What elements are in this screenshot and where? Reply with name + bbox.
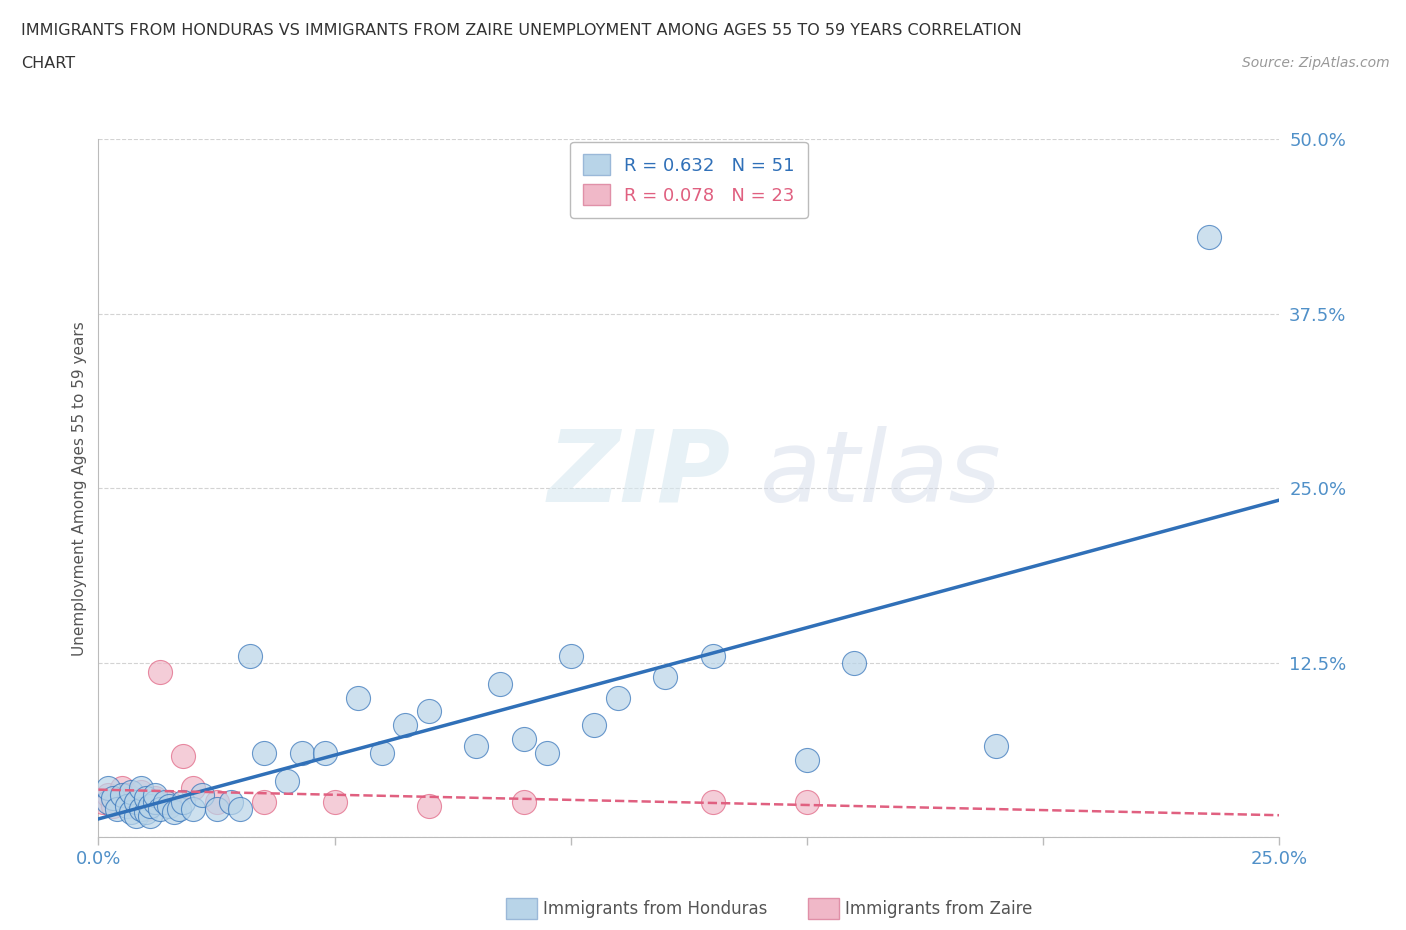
Point bbox=[536, 746, 558, 761]
Point bbox=[347, 690, 370, 705]
Text: CHART: CHART bbox=[21, 56, 75, 71]
Point bbox=[129, 785, 152, 800]
Point bbox=[143, 794, 166, 809]
Point bbox=[91, 794, 114, 809]
Text: ZIP: ZIP bbox=[547, 426, 730, 523]
Point bbox=[181, 802, 204, 817]
Point bbox=[191, 788, 214, 803]
Point bbox=[101, 790, 124, 805]
Text: Immigrants from Honduras: Immigrants from Honduras bbox=[543, 899, 768, 918]
Text: IMMIGRANTS FROM HONDURAS VS IMMIGRANTS FROM ZAIRE UNEMPLOYMENT AMONG AGES 55 TO : IMMIGRANTS FROM HONDURAS VS IMMIGRANTS F… bbox=[21, 23, 1022, 38]
Point bbox=[702, 648, 724, 663]
Point bbox=[129, 802, 152, 817]
Point bbox=[111, 788, 134, 803]
Legend: R = 0.632   N = 51, R = 0.078   N = 23: R = 0.632 N = 51, R = 0.078 N = 23 bbox=[571, 141, 807, 218]
Point bbox=[1198, 230, 1220, 245]
Point bbox=[121, 785, 143, 800]
Y-axis label: Unemployment Among Ages 55 to 59 years: Unemployment Among Ages 55 to 59 years bbox=[72, 321, 87, 656]
Point bbox=[796, 753, 818, 768]
Point bbox=[115, 788, 138, 803]
Point bbox=[702, 794, 724, 809]
Point bbox=[111, 781, 134, 796]
Point bbox=[205, 794, 228, 809]
Point bbox=[157, 794, 180, 809]
Point bbox=[135, 802, 157, 817]
Text: Source: ZipAtlas.com: Source: ZipAtlas.com bbox=[1241, 56, 1389, 70]
Point bbox=[149, 802, 172, 817]
Text: Immigrants from Zaire: Immigrants from Zaire bbox=[845, 899, 1032, 918]
Point bbox=[167, 802, 190, 817]
Point bbox=[418, 799, 440, 814]
Point bbox=[205, 802, 228, 817]
Point bbox=[418, 704, 440, 719]
Point bbox=[984, 738, 1007, 753]
Point bbox=[371, 746, 394, 761]
Point bbox=[583, 718, 606, 733]
Point bbox=[290, 746, 312, 761]
Point bbox=[253, 794, 276, 809]
Point bbox=[135, 790, 157, 805]
Point bbox=[143, 790, 166, 805]
Point bbox=[97, 788, 120, 803]
Point bbox=[143, 788, 166, 803]
Point bbox=[560, 648, 582, 663]
Point bbox=[394, 718, 416, 733]
Point bbox=[125, 809, 148, 824]
Point bbox=[253, 746, 276, 761]
Point bbox=[229, 802, 252, 817]
Point bbox=[153, 794, 176, 809]
Point bbox=[607, 690, 630, 705]
Point bbox=[219, 794, 242, 809]
Point bbox=[139, 799, 162, 814]
Point bbox=[135, 804, 157, 819]
Point bbox=[239, 648, 262, 663]
Point bbox=[121, 790, 143, 805]
Text: atlas: atlas bbox=[759, 426, 1001, 523]
Point bbox=[323, 794, 346, 809]
Point bbox=[181, 781, 204, 796]
Point bbox=[512, 732, 534, 747]
Point bbox=[139, 809, 162, 824]
Point bbox=[115, 799, 138, 814]
Point bbox=[172, 794, 194, 809]
Point bbox=[465, 738, 488, 753]
Point bbox=[172, 749, 194, 764]
Point bbox=[125, 794, 148, 809]
Point bbox=[796, 794, 818, 809]
Point bbox=[157, 799, 180, 814]
Point bbox=[489, 676, 512, 691]
Point bbox=[129, 781, 152, 796]
Point bbox=[101, 799, 124, 814]
Point bbox=[654, 670, 676, 684]
Point bbox=[125, 799, 148, 814]
Point bbox=[844, 655, 866, 670]
Point bbox=[163, 804, 186, 819]
Point bbox=[139, 794, 162, 809]
Point bbox=[105, 802, 128, 817]
Point bbox=[97, 794, 120, 809]
Point bbox=[121, 804, 143, 819]
Point bbox=[105, 794, 128, 809]
Point bbox=[276, 774, 298, 789]
Point bbox=[314, 746, 336, 761]
Point bbox=[149, 665, 172, 680]
Point bbox=[512, 794, 534, 809]
Point bbox=[97, 781, 120, 796]
